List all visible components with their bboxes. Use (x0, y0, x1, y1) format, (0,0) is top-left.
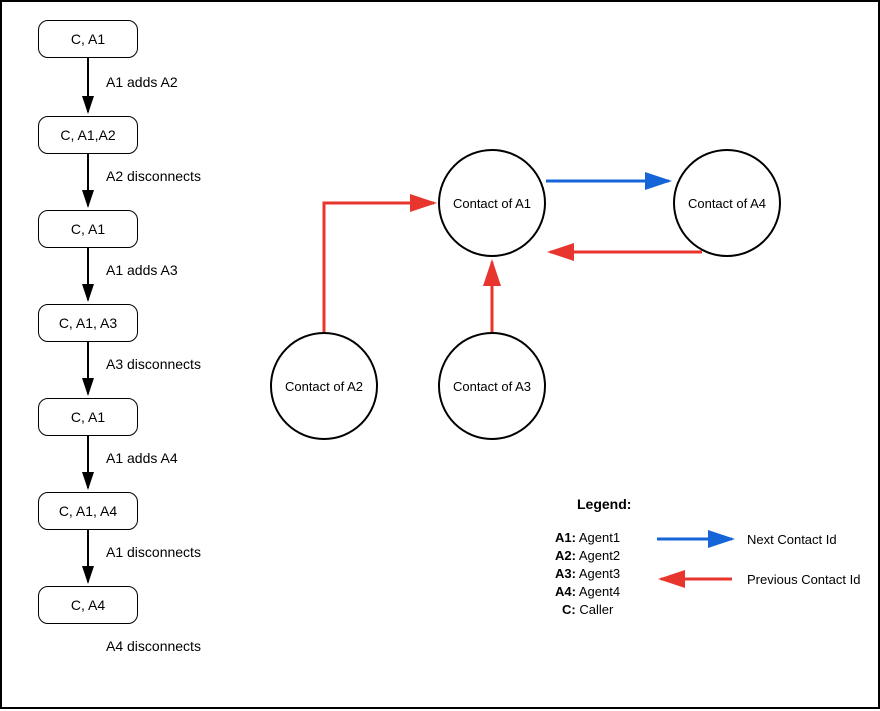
legend-item: A2: Agent2 (555, 548, 620, 563)
flow-node: C, A1 (38, 398, 138, 436)
edge-prev (324, 203, 434, 332)
contact-node-label: Contact of A4 (688, 196, 766, 211)
flow-node: C, A1,A2 (38, 116, 138, 154)
contact-node-label: Contact of A3 (453, 379, 531, 394)
flow-node: C, A1, A3 (38, 304, 138, 342)
flow-node-label: C, A1 (71, 221, 105, 237)
flow-edge-label: A2 disconnects (106, 168, 201, 184)
contact-node-a3: Contact of A3 (438, 332, 546, 440)
flow-node: C, A1, A4 (38, 492, 138, 530)
flow-node: C, A1 (38, 20, 138, 58)
flow-edge-label: A4 disconnects (106, 638, 201, 654)
flow-node-label: C, A1 (71, 409, 105, 425)
contact-node-label: Contact of A1 (453, 196, 531, 211)
legend-item: A4: Agent4 (555, 584, 620, 599)
flow-node-label: C, A1,A2 (60, 127, 115, 143)
flow-node: C, A4 (38, 586, 138, 624)
legend-item: C: Caller (562, 602, 613, 617)
flow-node-label: C, A1 (71, 31, 105, 47)
flow-node: C, A1 (38, 210, 138, 248)
flow-edge-label: A1 disconnects (106, 544, 201, 560)
flow-node-label: C, A1, A4 (59, 503, 117, 519)
contact-node-a2: Contact of A2 (270, 332, 378, 440)
flow-edge-label: A1 adds A3 (106, 262, 178, 278)
legend-title: Legend: (577, 496, 631, 512)
flow-edge-label: A3 disconnects (106, 356, 201, 372)
flow-node-label: C, A4 (71, 597, 105, 613)
flow-node-label: C, A1, A3 (59, 315, 117, 331)
contact-node-label: Contact of A2 (285, 379, 363, 394)
legend-item: A3: Agent3 (555, 566, 620, 581)
legend-item: A1: Agent1 (555, 530, 620, 545)
flow-edge-label: A1 adds A2 (106, 74, 178, 90)
contact-node-a4: Contact of A4 (673, 149, 781, 257)
legend-arrow-label: Previous Contact Id (747, 572, 860, 587)
flow-edge-label: A1 adds A4 (106, 450, 178, 466)
diagram-container: C, A1 C, A1,A2 C, A1 C, A1, A3 C, A1 C, … (0, 0, 880, 709)
legend-arrow-label: Next Contact Id (747, 532, 837, 547)
contact-node-a1: Contact of A1 (438, 149, 546, 257)
